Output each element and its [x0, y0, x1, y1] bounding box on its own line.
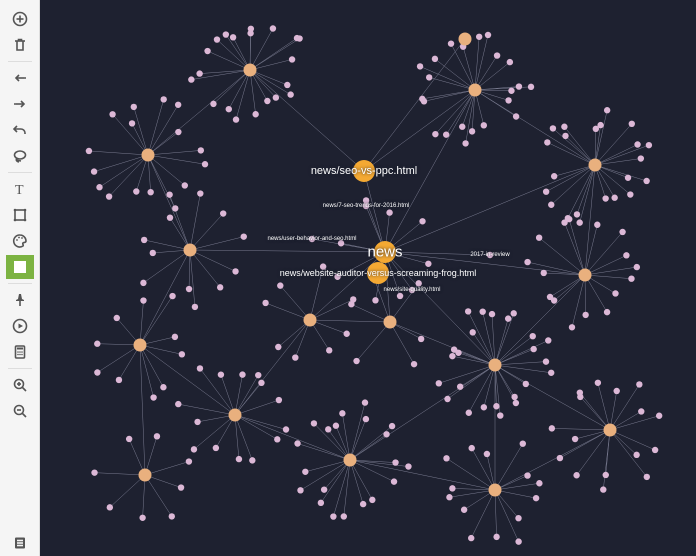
text-button[interactable]: T: [6, 177, 34, 201]
palette-icon: [12, 233, 28, 249]
arr-in-icon: [12, 96, 28, 112]
zoom-in-icon: [12, 377, 28, 393]
separator: [8, 61, 32, 62]
lasso-icon: [12, 148, 28, 164]
play-icon: [12, 318, 28, 334]
node-h16[interactable]: [384, 316, 397, 329]
collapse-button[interactable]: [6, 92, 34, 116]
trash-icon: [12, 37, 28, 53]
toolbar: T: [0, 0, 40, 556]
node-h17[interactable]: [489, 359, 502, 372]
layout-button[interactable]: [6, 203, 34, 227]
graph-canvas[interactable]: newsnews/website-auditor-versus-screamin…: [40, 0, 696, 556]
node-h12[interactable]: [184, 244, 197, 257]
pin-icon: [12, 292, 28, 308]
contrast-button[interactable]: [6, 255, 34, 279]
node-h5[interactable]: [309, 236, 315, 242]
node-h3[interactable]: [409, 287, 415, 293]
undo-icon: [12, 122, 28, 138]
palette-button[interactable]: [6, 229, 34, 253]
text-icon: T: [12, 181, 28, 197]
node-h6[interactable]: [487, 252, 493, 258]
node-h18[interactable]: [229, 409, 242, 422]
play-button[interactable]: [6, 314, 34, 338]
calc-icon: [12, 344, 28, 360]
zoom-out-icon: [12, 403, 28, 419]
svg-text:T: T: [15, 183, 24, 197]
arr-out-icon: [12, 70, 28, 86]
separator: [8, 283, 32, 284]
node-h1[interactable]: [367, 262, 389, 284]
network-graph: [40, 0, 696, 556]
add-button[interactable]: [6, 7, 34, 31]
node-h14[interactable]: [134, 339, 147, 352]
notes-icon: [12, 535, 28, 551]
node-h9[interactable]: [469, 84, 482, 97]
node-h7[interactable]: [459, 33, 472, 46]
node-h15[interactable]: [304, 314, 317, 327]
node-h22[interactable]: [139, 469, 152, 482]
node-h10[interactable]: [142, 149, 155, 162]
zoom-in-button[interactable]: [6, 373, 34, 397]
plus-icon: [12, 11, 28, 27]
lasso-button[interactable]: [6, 144, 34, 168]
node-h13[interactable]: [579, 269, 592, 282]
notes-button[interactable]: [6, 531, 34, 555]
undo-button[interactable]: [6, 118, 34, 142]
node-h2[interactable]: [353, 160, 375, 182]
expand-button[interactable]: [6, 66, 34, 90]
pin-button[interactable]: [6, 288, 34, 312]
contrast-icon: [12, 259, 28, 275]
zoom-out-button[interactable]: [6, 399, 34, 423]
node-h4[interactable]: [363, 203, 369, 209]
separator: [8, 172, 32, 173]
layout-icon: [12, 207, 28, 223]
separator: [8, 368, 32, 369]
node-h20[interactable]: [344, 454, 357, 467]
node-h0[interactable]: [374, 241, 396, 263]
node-h21[interactable]: [489, 484, 502, 497]
delete-button[interactable]: [6, 33, 34, 57]
node-h8[interactable]: [244, 64, 257, 77]
node-h11[interactable]: [589, 159, 602, 172]
node-h19[interactable]: [604, 424, 617, 437]
calc-button[interactable]: [6, 340, 34, 364]
